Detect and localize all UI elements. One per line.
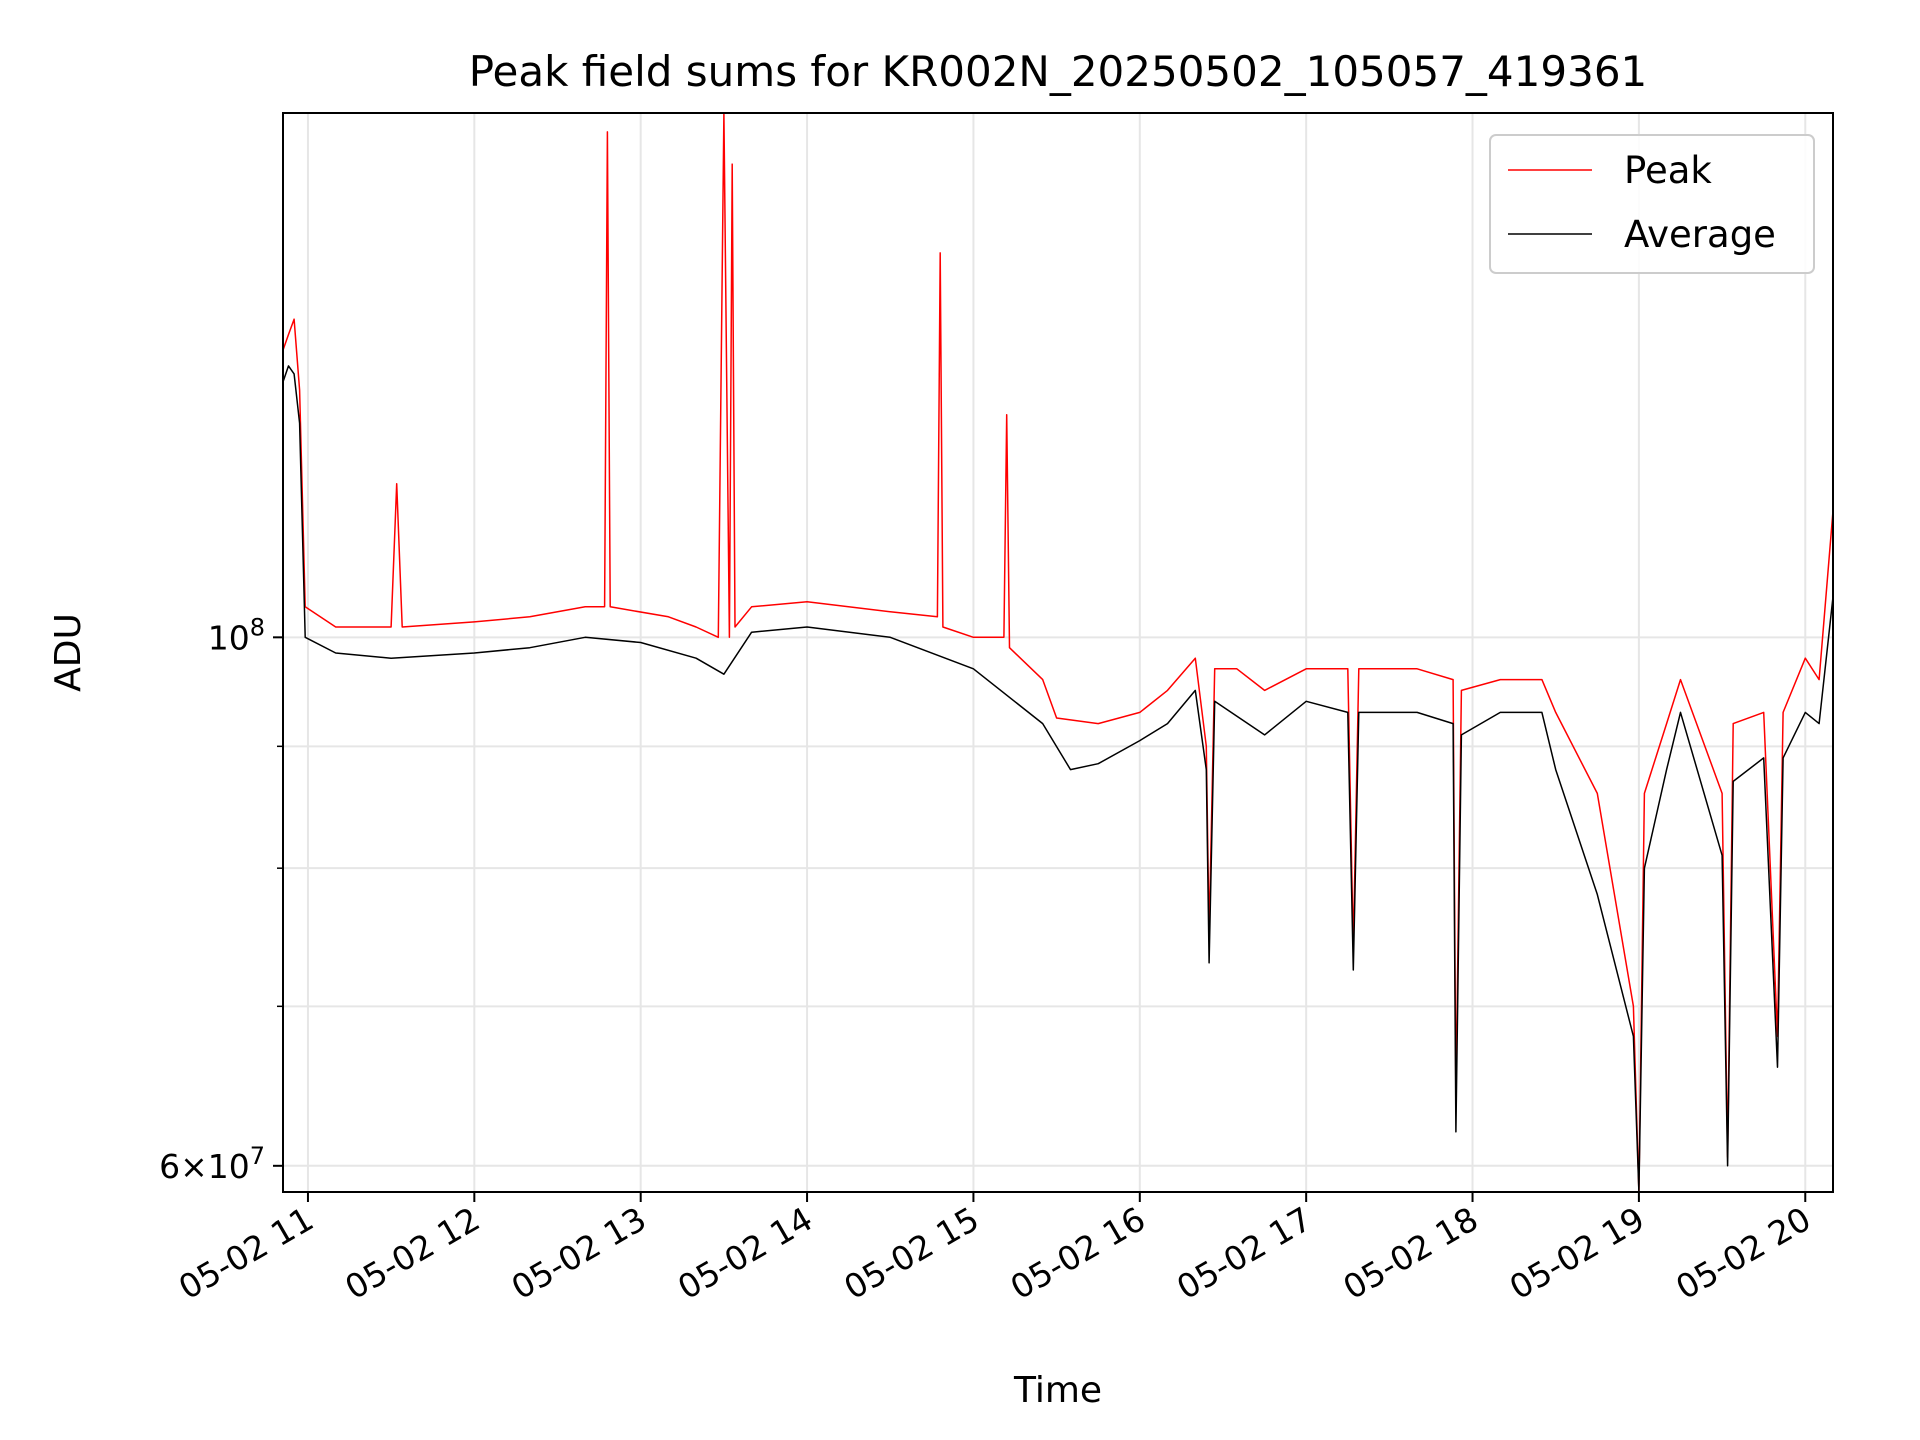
legend: Peak Average bbox=[1489, 134, 1815, 274]
x-axis-title: Time bbox=[1013, 1370, 1102, 1411]
y-tick-label: 6×107 bbox=[159, 1142, 265, 1186]
series-line-average bbox=[282, 365, 1834, 1193]
series-layer bbox=[282, 112, 1834, 1193]
plot-frame bbox=[282, 112, 1834, 1193]
y-tick-label: 108 bbox=[208, 613, 265, 657]
legend-label-average: Average bbox=[1624, 213, 1776, 256]
y-axis-title: ADU bbox=[48, 613, 89, 692]
chart-title: Peak field sums for KR002N_20250502_1050… bbox=[469, 47, 1648, 96]
series-line-peak bbox=[282, 112, 1834, 1193]
grid bbox=[283, 113, 1833, 1192]
legend-label-peak: Peak bbox=[1624, 149, 1712, 192]
